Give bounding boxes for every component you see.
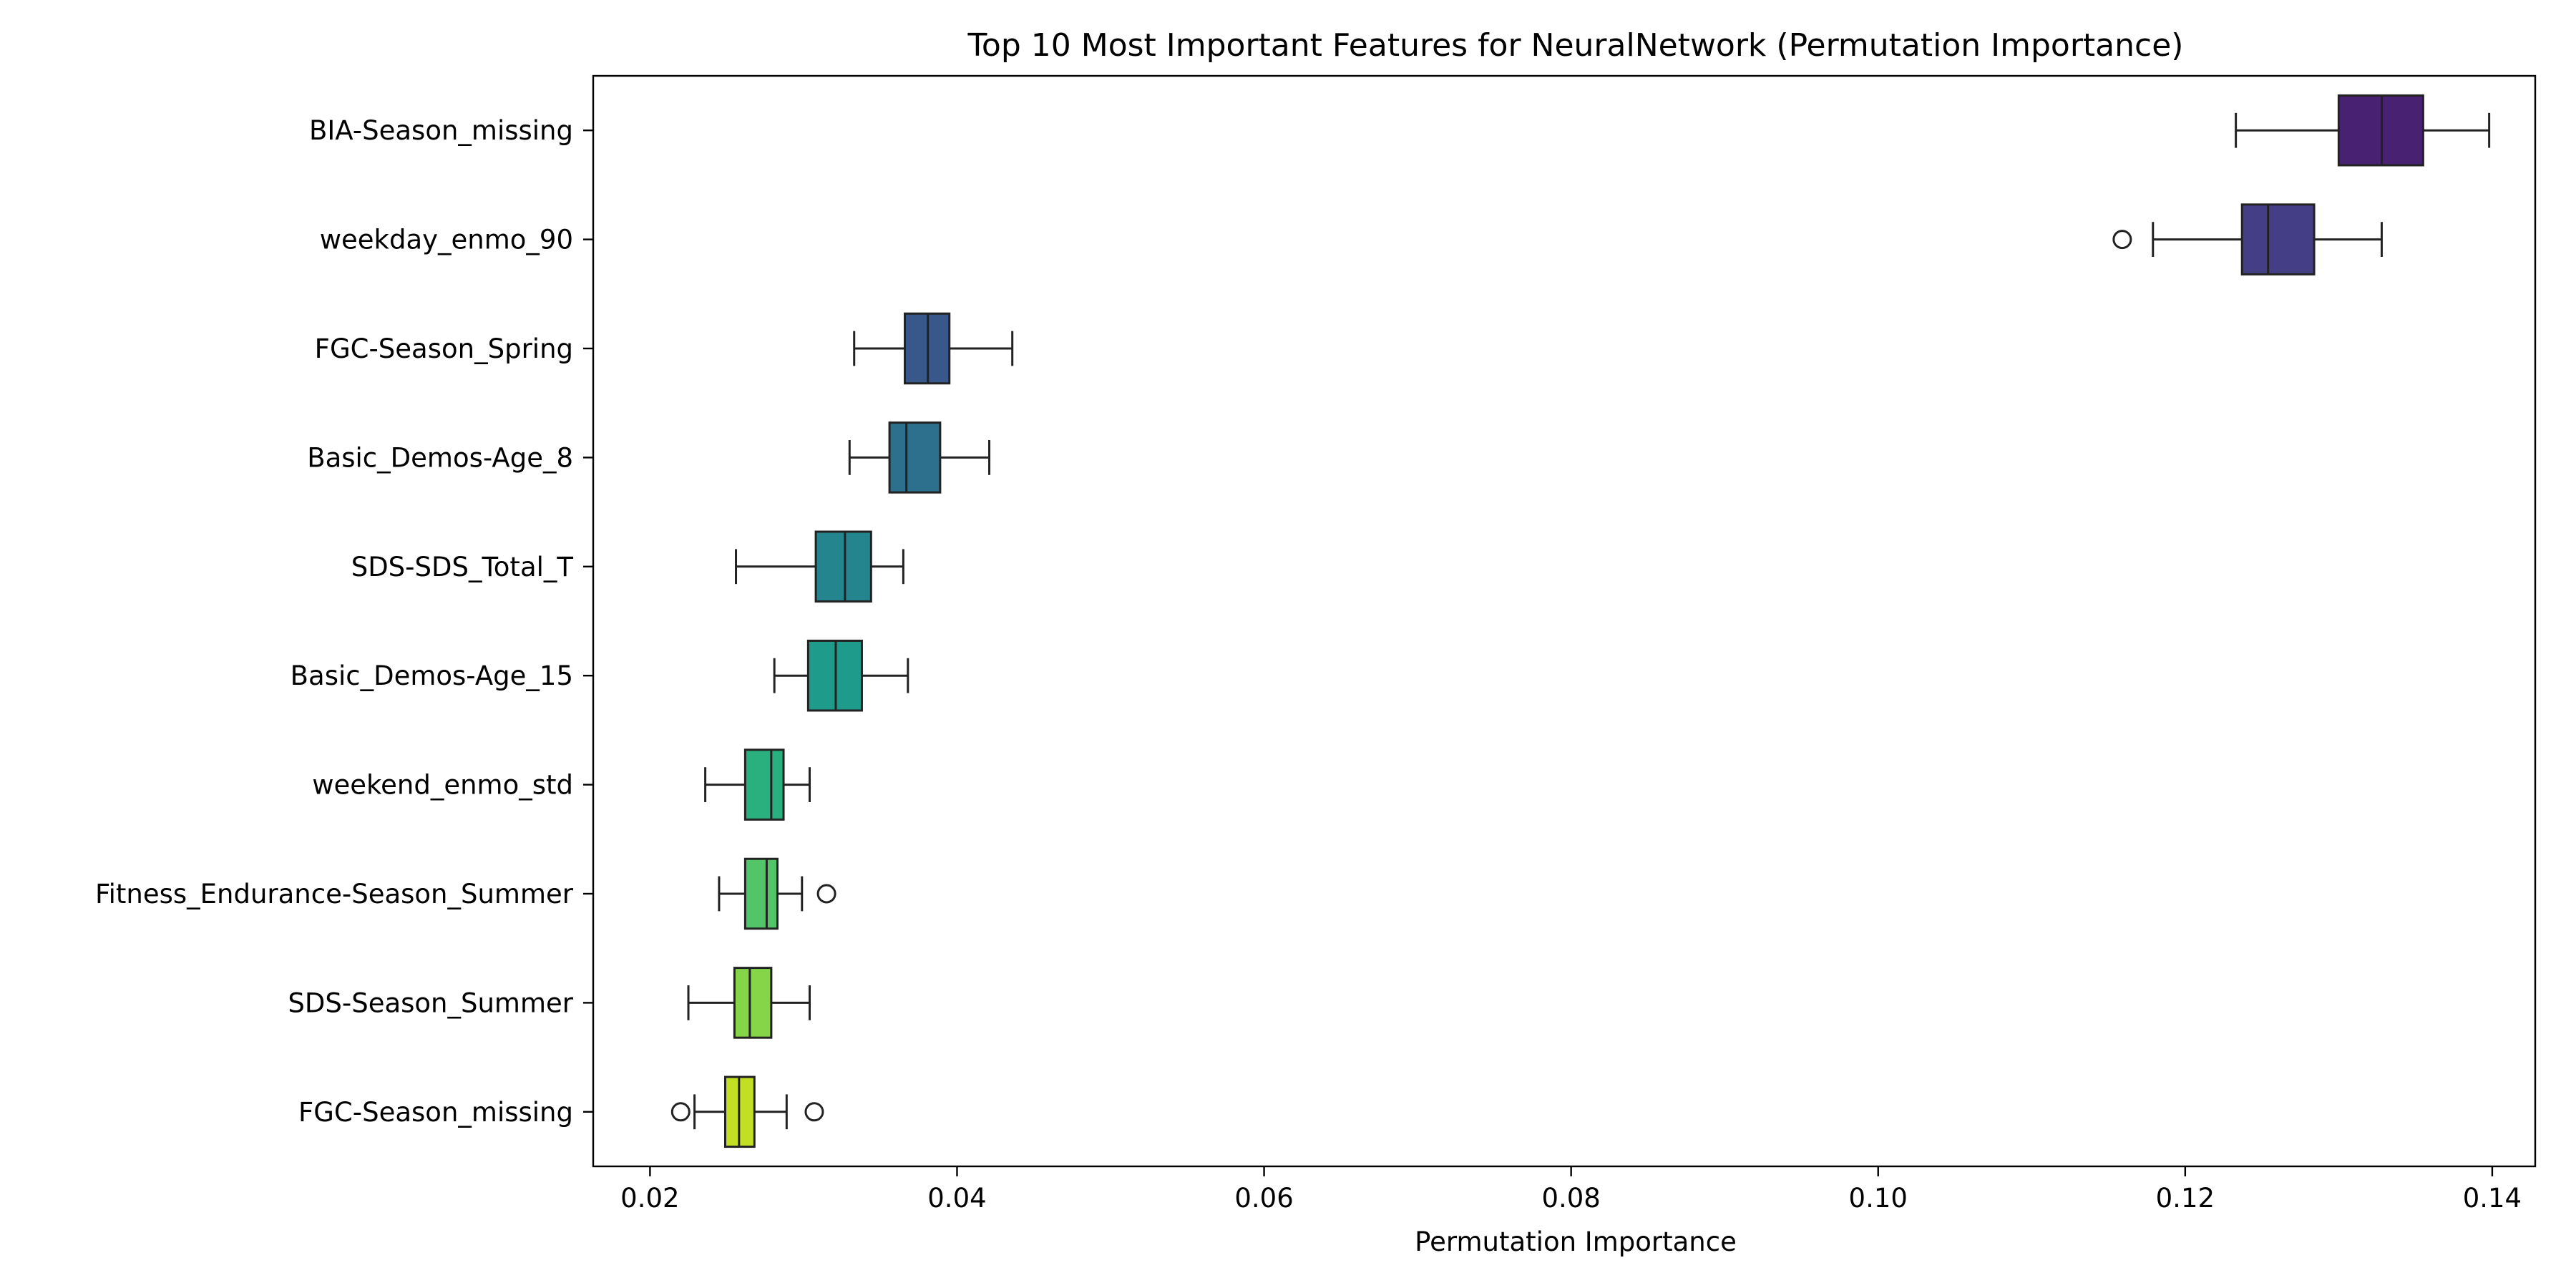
x-axis: 0.02 0.04 0.06 0.08 0.10 0.12 0.14 xyxy=(620,1166,2522,1214)
outlier-8-1 xyxy=(816,884,836,904)
x-tick-label-2: 0.04 xyxy=(927,1183,986,1214)
y-tick-label-10: FGC-Season_missing xyxy=(298,1097,573,1128)
y-tick-label-8: Fitness_Endurance-Season_Summer xyxy=(95,879,574,909)
boxes-layer xyxy=(670,94,2491,1148)
x-tick-label-6: 0.12 xyxy=(2156,1183,2215,1214)
y-axis: BIA-Season_missing weekday_enmo_90 FGC-Sea… xyxy=(95,115,593,1128)
y-tick-label-1: BIA-Season_missing xyxy=(309,115,573,146)
y-tick-label-6: Basic_Demos-Age_15 xyxy=(291,660,573,691)
box-group-5 xyxy=(735,530,904,603)
box-9 xyxy=(733,967,773,1039)
x-tick-label-4: 0.08 xyxy=(1541,1183,1600,1214)
x-tick-label-5: 0.10 xyxy=(1849,1183,1908,1214)
plot-area-frame xyxy=(592,74,2537,1168)
y-tick-label-2: weekday_enmo_90 xyxy=(320,225,573,255)
box-group-3 xyxy=(853,312,1014,385)
x-tick-label-7: 0.14 xyxy=(2463,1183,2522,1214)
box-group-9 xyxy=(687,967,811,1039)
x-axis-title: Permutation Importance xyxy=(1415,1226,1737,1257)
outlier-10-1 xyxy=(670,1102,691,1122)
box-group-4 xyxy=(848,421,991,494)
y-tick-label-7: weekend_enmo_std xyxy=(312,770,573,801)
box-group-7 xyxy=(704,748,811,821)
box-2 xyxy=(2240,203,2316,275)
y-tick-label-3: FGC-Season_Spring xyxy=(315,333,573,364)
box-5 xyxy=(814,530,872,603)
chart-title: Top 10 Most Important Features for Neura… xyxy=(967,27,2184,64)
box-group-10 xyxy=(670,1075,824,1148)
outlier-2-1 xyxy=(2112,230,2132,250)
y-tick-label-4: Basic_Demos-Age_8 xyxy=(307,442,573,473)
y-tick-label-9: SDS-Season_Summer xyxy=(288,987,573,1018)
outlier-10-2 xyxy=(804,1102,824,1122)
box-group-6 xyxy=(773,639,909,712)
box-7 xyxy=(743,748,785,821)
box-group-2 xyxy=(2112,203,2383,275)
x-tick-label-3: 0.06 xyxy=(1234,1183,1293,1214)
y-tick-label-5: SDS-SDS_Total_T xyxy=(351,552,574,582)
box-4 xyxy=(888,421,942,494)
box-8 xyxy=(743,857,779,930)
x-tick-label-1: 0.02 xyxy=(620,1183,679,1214)
box-group-8 xyxy=(718,857,836,930)
box-group-1 xyxy=(2235,94,2491,167)
